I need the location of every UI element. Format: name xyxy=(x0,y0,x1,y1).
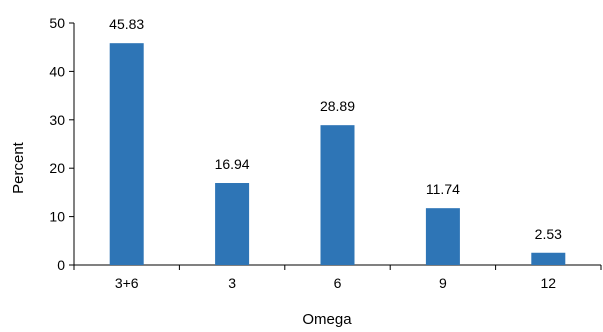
bar-9 xyxy=(425,208,460,265)
data-label: 28.89 xyxy=(320,98,355,114)
data-label: 2.53 xyxy=(535,226,562,242)
y-tick-label: 0 xyxy=(57,257,65,273)
bar-6 xyxy=(320,125,355,266)
x-tick-label: 3+6 xyxy=(115,275,139,291)
y-axis: 0 10 20 30 40 50 xyxy=(49,15,75,273)
y-tick-label: 40 xyxy=(49,63,65,79)
bar-3 xyxy=(215,183,250,265)
data-label: 16.94 xyxy=(215,156,250,172)
bars-group xyxy=(109,43,566,266)
data-labels-group: 45.83 16.94 28.89 11.74 2.53 xyxy=(109,16,562,242)
x-tick-label: 6 xyxy=(334,275,342,291)
x-axis-title: Omega xyxy=(302,311,352,328)
y-tick-label: 20 xyxy=(49,160,65,176)
y-tick-label: 10 xyxy=(49,209,65,225)
x-tick-label: 9 xyxy=(439,275,447,291)
y-tick-label: 50 xyxy=(49,15,65,31)
x-tick-label: 3 xyxy=(228,275,236,291)
data-label: 45.83 xyxy=(109,16,144,32)
data-label: 11.74 xyxy=(426,181,460,197)
x-tick-label: 12 xyxy=(541,275,557,291)
bar-12 xyxy=(531,252,566,265)
y-tick-label: 30 xyxy=(49,112,65,128)
bar-3+6 xyxy=(109,43,144,265)
x-axis: 3+6 3 6 9 12 xyxy=(73,264,602,291)
y-axis-title: Percent xyxy=(10,141,27,194)
